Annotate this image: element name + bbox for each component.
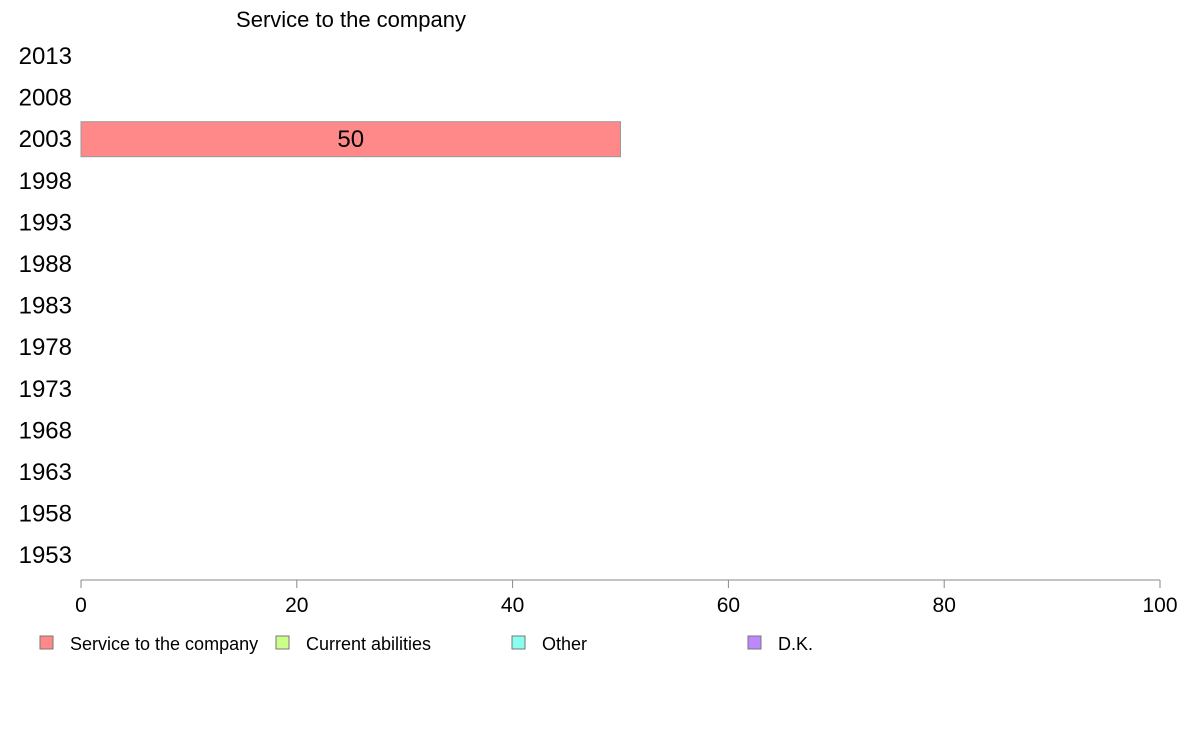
legend-label: Service to the company	[70, 634, 258, 654]
legend-swatch	[747, 635, 762, 650]
category-label: 1983	[19, 293, 72, 320]
bars: 50	[80, 121, 621, 158]
x-tick-label: 20	[285, 594, 308, 617]
legend-swatch	[39, 635, 54, 650]
bar	[80, 121, 621, 158]
x-tick-label: 40	[501, 594, 524, 617]
x-tick-label: 60	[717, 594, 740, 617]
category-label: 1968	[19, 417, 72, 444]
legend-label: Current abilities	[306, 634, 431, 654]
legend-label: Other	[542, 634, 587, 654]
legend-swatch	[511, 635, 526, 650]
x-tick-label: 0	[75, 594, 87, 617]
category-label: 2003	[19, 126, 72, 153]
chart-title: Service to the company	[236, 7, 466, 32]
category-label: 1978	[19, 334, 72, 361]
category-label: 1973	[19, 376, 72, 403]
x-tick-label: 80	[933, 594, 956, 617]
category-label: 1998	[19, 168, 72, 195]
x-tick-label: 100	[1142, 594, 1177, 617]
category-label: 2013	[19, 43, 72, 70]
category-label: 1988	[19, 251, 72, 278]
legend-label: D.K.	[778, 634, 813, 654]
bar-value-label: 50	[337, 126, 364, 153]
legend: Service to the company Current abilities O…	[39, 634, 813, 654]
x-axis: 0 20 40 60 80 100	[75, 579, 1178, 617]
category-label: 1958	[19, 501, 72, 528]
category-label: 1953	[19, 542, 72, 569]
category-labels: 2013 2008 2003 1998 1993 1988 1983 1978 1973 1968…	[19, 43, 72, 569]
legend-swatch	[275, 635, 290, 650]
category-label: 1963	[19, 459, 72, 486]
category-label: 2008	[19, 85, 72, 112]
category-label: 1993	[19, 209, 72, 236]
